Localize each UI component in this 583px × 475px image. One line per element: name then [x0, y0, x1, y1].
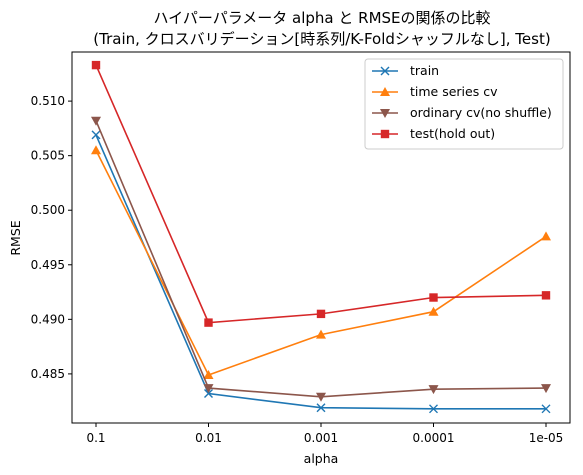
x-axis-label: alpha — [304, 451, 339, 466]
data-point — [541, 231, 551, 241]
series-ordinary-cv-no-shuffle- — [91, 116, 551, 402]
series-line — [95, 120, 547, 398]
legend-marker — [380, 87, 390, 96]
x-tick-label: 0.001 — [304, 431, 338, 445]
series-test-hold-out- — [91, 60, 551, 327]
marker-stroke — [204, 389, 213, 399]
legend-marker — [380, 109, 390, 118]
data-point — [316, 403, 326, 413]
data-point — [429, 293, 438, 302]
data-point — [316, 329, 326, 339]
data-point — [204, 389, 213, 399]
series-line — [95, 149, 547, 376]
marker-stroke — [380, 66, 390, 76]
data-point — [428, 385, 439, 395]
data-point — [91, 116, 101, 126]
data-point — [541, 404, 551, 414]
series-train — [91, 130, 551, 414]
y-tick-label: 0.510 — [31, 94, 65, 108]
marker-stroke — [91, 130, 101, 140]
legend-marker — [380, 66, 390, 76]
data-point — [91, 60, 101, 70]
data-point — [203, 369, 214, 379]
legend-frame — [364, 58, 564, 150]
x-tick-label: 0.1 — [86, 431, 105, 445]
y-tick-label: 0.500 — [31, 203, 65, 217]
legend-label: ordinary cv(no shuffle) — [410, 105, 552, 120]
data-point — [316, 309, 326, 319]
chart-title-line2: (Train, クロスバリデーション[時系列/K-Foldシャッフルなし], T… — [93, 30, 550, 48]
x-axis: 0.1 0.01 0.001 0.0001 1e-05 — [86, 423, 563, 445]
data-point — [204, 318, 213, 327]
legend-label: test(hold out) — [410, 126, 495, 141]
series-time-series-cv — [91, 145, 551, 379]
y-axis: 0.485 0.490 0.495 0.500 0.505 0.510 — [31, 94, 72, 381]
data-point — [316, 392, 326, 402]
x-tick-label: 0.01 — [195, 431, 222, 445]
data-point — [91, 130, 101, 140]
legend-item: time series cv — [372, 84, 498, 99]
y-tick-label: 0.490 — [31, 312, 65, 326]
data-point — [541, 291, 551, 300]
y-axis-label: RMSE — [8, 220, 23, 255]
x-tick-label: 0.0001 — [413, 431, 455, 445]
y-tick-label: 0.495 — [31, 258, 65, 272]
y-tick-label: 0.505 — [31, 149, 65, 163]
chart-title-line1: ハイパーパラメータ alpha と RMSEの関係の比較 — [153, 9, 490, 27]
data-point — [203, 384, 214, 394]
marker-stroke — [429, 404, 438, 414]
legend-item: train — [372, 63, 439, 78]
data-point — [91, 145, 101, 155]
data-point — [428, 306, 439, 316]
y-tick-label: 0.485 — [31, 367, 65, 381]
data-point — [429, 404, 438, 414]
marker-stroke — [541, 404, 551, 414]
legend-item: ordinary cv(no shuffle) — [372, 105, 552, 120]
marker-stroke — [316, 403, 326, 413]
legend: train time series cv ordinary cv(no shuffl… — [364, 58, 564, 150]
x-tick-label: 1e-05 — [529, 431, 564, 445]
legend-item: test(hold out) — [372, 126, 495, 141]
legend-marker — [380, 129, 390, 139]
data-point — [541, 384, 551, 394]
legend-label: time series cv — [410, 84, 498, 99]
legend-label: train — [410, 63, 439, 78]
series-layer — [91, 60, 551, 414]
series-line — [95, 134, 546, 410]
